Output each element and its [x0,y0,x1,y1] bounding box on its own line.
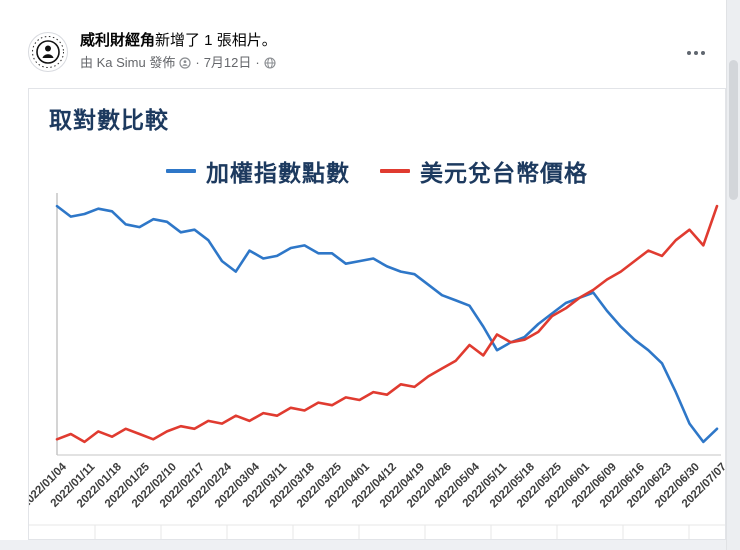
globe-privacy-icon [264,56,276,69]
meta-separator: · [195,55,200,70]
legend-item-usdtwd: 美元兌台幣價格 [380,154,588,188]
chart-svg [29,193,725,539]
post-action-text: 新增了 1 張相片。 [155,32,277,49]
x-axis-labels: 2022/01/04 2022/01/11 2022/01/18 2022/01/25… [29,89,725,539]
legend-dash-blue [166,169,196,173]
post-card: 威利財經角新增了 1 張相片。 由 Ka Simu 發佈 · 7月12日 · [0,0,727,540]
post-byline[interactable]: 由 Ka Simu 發佈 [80,55,176,70]
ellipsis-dot [701,51,705,55]
page-avatar[interactable] [28,32,68,72]
ellipsis-dot [694,51,698,55]
legend-item-index: 加權指數點數 [166,154,350,188]
ellipsis-dot [687,51,691,55]
page-logo-icon [32,36,64,68]
post-options-button[interactable] [679,38,713,68]
chart-title: 取對數比較 [49,107,169,133]
post-timestamp-link[interactable]: 7月12日 [203,55,252,70]
meta-separator: · [255,55,260,70]
post-meta: 由 Ka Simu 發佈 · 7月12日 · [80,54,673,71]
vertical-scrollbar-track[interactable] [726,0,740,550]
publisher-badge-icon [179,56,191,69]
post-title-line: 威利財經角新增了 1 張相片。 [80,31,673,51]
legend-label-index: 加權指數點數 [206,160,350,186]
page-name-link[interactable]: 威利財經角 [80,32,156,49]
legend-label-usdtwd: 美元兌台幣價格 [420,160,588,186]
post-header: 威利財經角新增了 1 張相片。 由 Ka Simu 發佈 · 7月12日 · [28,30,713,76]
post-header-text: 威利財經角新增了 1 張相片。 由 Ka Simu 發佈 · 7月12日 · [80,31,673,71]
chart-legend: 加權指數點數 美元兌台幣價格 [29,155,725,187]
vertical-scrollbar-thumb[interactable] [729,60,738,200]
post-photo[interactable]: 取對數比較 加權指數點數 美元兌台幣價格 2022/01/04 2022/01/1… [28,88,726,540]
legend-dash-red [380,169,410,173]
